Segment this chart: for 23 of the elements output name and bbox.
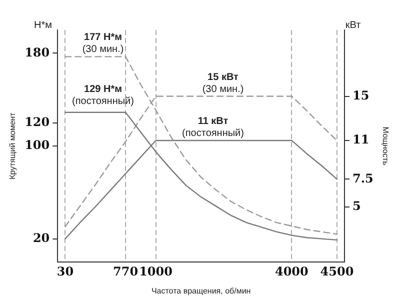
- y2-axis-title: Мощность: [380, 126, 390, 166]
- x-tick-label: 1000: [139, 264, 172, 278]
- y2-tick-label: 7.5: [352, 171, 374, 186]
- y2-tick-label: 15: [352, 88, 370, 102]
- x-axis-title: Частота вращения, об/мин: [151, 286, 251, 296]
- annotation: 15 кВт (30 мин.): [202, 72, 244, 95]
- y2-tick-label: 5: [352, 198, 361, 213]
- text: Н*м: [34, 20, 52, 31]
- y-tick-label: 20: [32, 230, 50, 245]
- line-series: [64, 56, 338, 235]
- x-tick-label: 4500: [320, 264, 354, 278]
- y-tick-label: 180: [24, 45, 50, 60]
- text: кВт: [345, 20, 362, 31]
- y-tick-label: 100: [24, 138, 50, 152]
- y-axis-title: Крутящий момент: [8, 112, 18, 180]
- annotation: 11 кВт (постоянный): [182, 116, 244, 139]
- annotation: 177 Н*м (30 мин.): [82, 32, 124, 55]
- x-tick-label: 4000: [274, 264, 308, 278]
- annotation: 129 Н*м (постоянный): [72, 84, 134, 107]
- x-tick-label: 770: [113, 264, 138, 278]
- y-tick-label: 120: [24, 114, 50, 129]
- x-tick-label: 30: [56, 264, 74, 278]
- y2-tick-label: 11: [352, 132, 370, 147]
